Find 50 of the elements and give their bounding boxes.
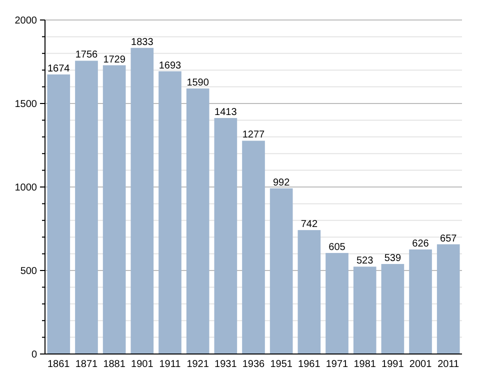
data-label: 523 — [356, 256, 374, 267]
x-tick-label: 1861 — [48, 359, 70, 370]
bar — [326, 252, 348, 354]
data-label: 626 — [412, 238, 430, 250]
x-tick-label: 2001 — [409, 359, 432, 370]
bar — [242, 140, 265, 354]
bar — [353, 266, 376, 354]
x-tick-label: 1871 — [75, 359, 98, 370]
x-tick-label: 2011 — [438, 359, 460, 370]
data-label: 1674 — [48, 63, 70, 74]
x-tick-label: 1971 — [326, 359, 349, 370]
y-tick-label: 2000 — [14, 16, 38, 26]
y-tick-label: 0 — [31, 350, 38, 360]
y-tick-label: 1500 — [14, 99, 38, 110]
data-label: 1756 — [75, 50, 98, 61]
bar — [214, 118, 238, 354]
bar — [186, 88, 210, 354]
bar — [158, 71, 182, 354]
x-tick-label: 1936 — [242, 359, 266, 370]
bar — [102, 65, 126, 354]
x-tick-label: 1991 — [382, 359, 404, 370]
x-tick-label: 1911 — [159, 359, 182, 370]
data-label: 992 — [272, 177, 290, 188]
x-tick-label: 1881 — [103, 359, 126, 370]
bar — [130, 48, 154, 354]
data-label: 1277 — [242, 130, 266, 141]
data-label: 1413 — [214, 107, 238, 118]
bar — [436, 244, 460, 354]
x-tick-label: 1981 — [354, 359, 376, 370]
y-tick-label: 500 — [20, 266, 38, 277]
data-label: 605 — [328, 242, 346, 253]
data-label: 657 — [440, 233, 458, 244]
data-label: 1833 — [131, 36, 154, 48]
x-tick-label: 1961 — [298, 359, 321, 370]
data-label: 742 — [300, 219, 318, 230]
bar — [409, 249, 432, 354]
x-tick-label: 1901 — [131, 359, 154, 370]
bar — [75, 60, 98, 354]
data-label: 1693 — [158, 60, 182, 72]
data-label: 1590 — [186, 77, 210, 88]
bar — [298, 230, 321, 354]
x-tick-label: 1921 — [186, 359, 210, 370]
bar — [381, 264, 404, 354]
x-tick-label: 1931 — [214, 359, 238, 370]
y-tick-label: 1000 — [14, 182, 38, 194]
data-label: 1729 — [103, 54, 126, 66]
data-label: 539 — [384, 252, 402, 264]
bar — [47, 74, 70, 354]
bar — [270, 188, 293, 354]
x-tick-label: 1951 — [270, 359, 293, 370]
